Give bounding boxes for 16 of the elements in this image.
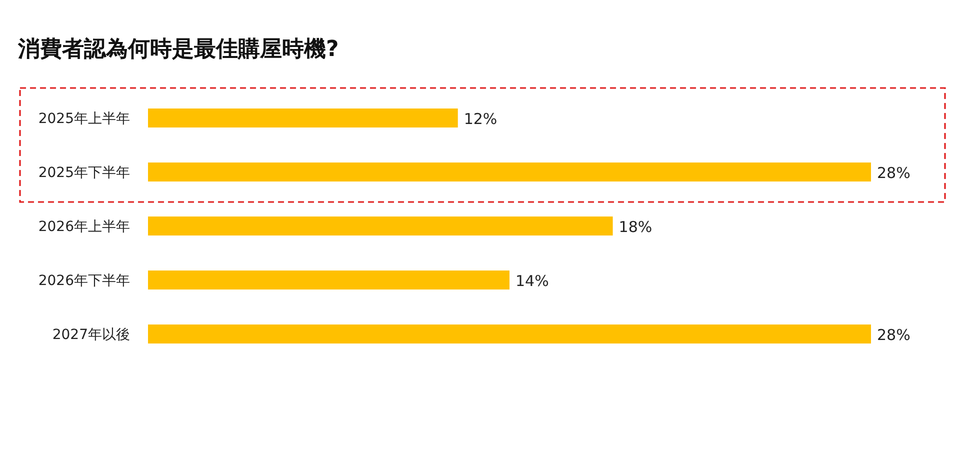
- data-label: 28%: [877, 326, 910, 344]
- bar: [148, 270, 510, 290]
- y-tick-label: 2026年上半年: [38, 219, 130, 235]
- bar: [148, 324, 871, 344]
- y-tick-label: 2027年以後: [52, 327, 130, 343]
- bar: [148, 162, 871, 182]
- data-label: 18%: [618, 218, 652, 236]
- chart-title: 消費者認為何時是最佳購屋時機?: [17, 37, 339, 62]
- data-label: 28%: [877, 164, 910, 182]
- bar: [148, 108, 458, 128]
- y-tick-label: 2026年下半年: [38, 273, 130, 289]
- data-label: 12%: [464, 110, 498, 128]
- y-tick-label: 2025年下半年: [38, 165, 130, 181]
- bar: [148, 216, 613, 236]
- y-tick-label: 2025年上半年: [38, 111, 130, 127]
- data-label: 14%: [516, 272, 549, 290]
